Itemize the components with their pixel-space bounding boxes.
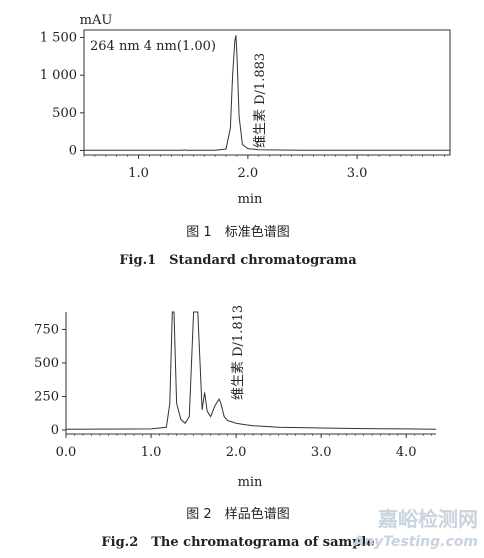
chart-1-y-tick-label: 500 xyxy=(52,106,77,121)
chart-1-y-ticks: 0 500 1 000 1 500 xyxy=(40,31,84,158)
watermark-cn: 嘉峪检测网 xyxy=(377,507,478,531)
chart-2-x-tick-label: 2.0 xyxy=(226,445,247,460)
fig2-caption-cn: 图 2 样品色谱图 xyxy=(186,506,289,522)
chart-1-peak-label: 维生素 D/1.883 xyxy=(253,53,268,148)
chart-1-x-tick-label: 1.0 xyxy=(128,166,149,181)
chart-1-ylabel: mAU xyxy=(80,13,113,28)
chart-2-series-line xyxy=(65,311,437,430)
chart-2-y-tick-label: 250 xyxy=(34,389,59,404)
chart-1-x-tick-label: 3.0 xyxy=(347,166,368,181)
chart-1-y-tick-label: 1 000 xyxy=(40,68,77,83)
chart-1-x-tick-label: 2.0 xyxy=(238,166,259,181)
chart-1-annotation: 264 nm 4 nm(1.00) xyxy=(90,39,216,54)
chart-1: mAU 0 500 1 000 1 500 1.0 2.0 3.0 264 nm 4 nm… xyxy=(40,13,451,207)
chart-2-xlabel: min xyxy=(238,475,263,490)
chart-2-x-tick-label: 3.0 xyxy=(311,445,332,460)
chart-2-x-ticks: 0.0 1.0 2.0 3.0 4.0 xyxy=(56,434,433,460)
fig1-caption-en: Fig.1 Standard chromatograma xyxy=(119,253,357,268)
chart-2-y-tick-label: 750 xyxy=(34,322,59,337)
chart-2-x-tick-label: 0.0 xyxy=(56,445,77,460)
chart-1-y-tick-label: 1 500 xyxy=(40,31,77,46)
watermark-en: AnyTesting.com xyxy=(352,534,478,550)
chart-2-y-ticks: 0 250 500 750 xyxy=(34,322,66,438)
chart-1-xlabel: min xyxy=(238,192,263,207)
chart-1-frame xyxy=(83,29,451,156)
fig1-caption-cn: 图 1 标准色谱图 xyxy=(186,224,289,240)
chart-2-peak-label: 维生素 D/1.813 xyxy=(231,305,246,400)
chart-1-series-line xyxy=(84,35,450,151)
chart-1-x-ticks: 1.0 2.0 3.0 xyxy=(83,155,445,181)
chart-2-x-tick-label: 4.0 xyxy=(396,445,417,460)
chart-2-y-tick-label: 0 xyxy=(51,423,59,438)
chart-2-x-tick-label: 1.0 xyxy=(141,445,162,460)
chart-2-y-tick-label: 500 xyxy=(34,356,59,371)
fig2-caption-en: Fig.2 The chromatograma of sample xyxy=(101,535,374,550)
chart-1-y-tick-label: 0 xyxy=(69,143,77,158)
chart-2: 0 250 500 750 0.0 1.0 2.0 3.0 4.0 维生素 D/1.813 m… xyxy=(34,305,437,490)
